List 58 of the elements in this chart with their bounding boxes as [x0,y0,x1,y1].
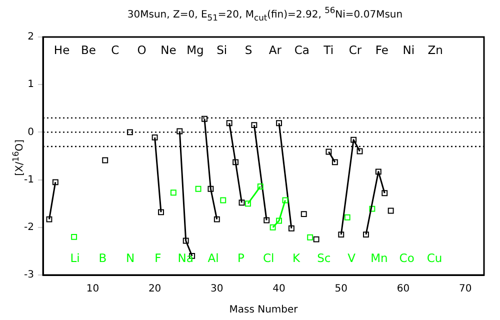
point [102,157,108,164]
text: He Be C O Ne Mg Si S Ar Ca Ti Cr Fe Ni Zn [54,42,443,57]
point [126,129,133,136]
x-tick-label: 10 [86,284,100,295]
point [46,216,52,222]
point [202,116,208,122]
y-tick-label: 2 [28,32,34,43]
point [332,159,338,166]
point [176,128,183,134]
point [52,179,58,186]
y-tick-label: 0 [28,126,34,138]
point [350,136,357,143]
point [344,214,350,220]
y-tick-label: -2 [24,222,34,233]
point [375,168,382,175]
x-tick-label: 20 [148,284,162,295]
y-tick-label: 1 [28,79,34,90]
point [264,217,270,224]
point [288,225,294,232]
point [208,186,214,192]
point [182,238,189,244]
point [244,200,251,207]
point [158,209,164,216]
point [214,216,220,222]
chart-title: 30Msun, Z=0, E$_{51}$=20, M$_{cut}$(fin)=2.92, $^{56}$Ni=0.07Msun [126,5,404,22]
x-tick-label: 70 [459,284,472,295]
point [220,197,226,204]
point [257,183,264,190]
x-tick-label: 40 [272,284,286,295]
point [313,236,320,242]
text: Li B N F Na Al P Cl K Sc V Mn Co Cu [70,250,442,265]
point [238,200,245,206]
y-tick-label: -3 [24,270,34,281]
point [338,232,344,238]
point [326,148,332,155]
point [152,134,158,140]
point [270,224,276,230]
point [71,234,78,240]
x-tick-label: 30 [210,284,224,295]
y-tick-label: -1 [24,174,34,186]
point [195,186,202,192]
point [232,159,239,166]
x-tick-label: 60 [396,284,410,295]
x-axis-title: Mass Number [229,304,299,316]
point [369,206,376,212]
point [226,120,232,126]
point [363,232,369,238]
point [307,234,314,240]
x-tick-label: 50 [334,284,348,295]
point [382,190,388,196]
point [251,122,258,128]
point [300,211,307,218]
point [170,190,176,196]
point [276,218,282,224]
point [388,208,394,214]
point [356,148,363,154]
point [276,120,282,126]
point [282,197,288,204]
